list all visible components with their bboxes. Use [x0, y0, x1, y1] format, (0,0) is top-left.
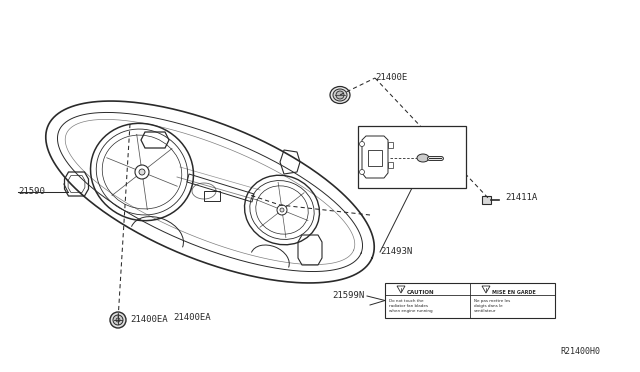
Bar [482, 196, 491, 204]
Bar [358, 126, 466, 188]
Text: 21493N: 21493N [380, 247, 412, 257]
Ellipse shape [330, 87, 350, 103]
Circle shape [360, 141, 365, 147]
Text: 21400E: 21400E [375, 74, 407, 83]
Text: CAUTION: CAUTION [407, 291, 435, 295]
Circle shape [280, 208, 284, 212]
Circle shape [116, 318, 120, 322]
Bar [388, 142, 393, 148]
Ellipse shape [333, 89, 347, 101]
Text: 21400EA: 21400EA [173, 314, 211, 323]
Text: Ne pas mettre les
doigts dans le
ventilateur: Ne pas mettre les doigts dans le ventila… [474, 299, 510, 313]
Circle shape [135, 165, 149, 179]
Bar [204, 191, 220, 201]
Text: 21599N: 21599N [332, 292, 364, 301]
Circle shape [113, 315, 123, 325]
Ellipse shape [417, 154, 429, 162]
Bar [388, 162, 393, 168]
Text: 21411A: 21411A [505, 193, 537, 202]
Bar [385, 283, 555, 318]
Circle shape [110, 312, 126, 328]
Text: 21590: 21590 [18, 187, 45, 196]
Circle shape [336, 91, 344, 99]
Circle shape [360, 170, 365, 174]
Text: MISE EN GARDE: MISE EN GARDE [492, 291, 536, 295]
Text: Do not touch the
radiator fan blades
when engine running: Do not touch the radiator fan blades whe… [389, 299, 433, 313]
Circle shape [277, 205, 287, 215]
Text: 21400EA: 21400EA [130, 315, 168, 324]
Text: R21400H0: R21400H0 [560, 347, 600, 356]
Circle shape [139, 169, 145, 175]
Bar [368, 150, 382, 166]
